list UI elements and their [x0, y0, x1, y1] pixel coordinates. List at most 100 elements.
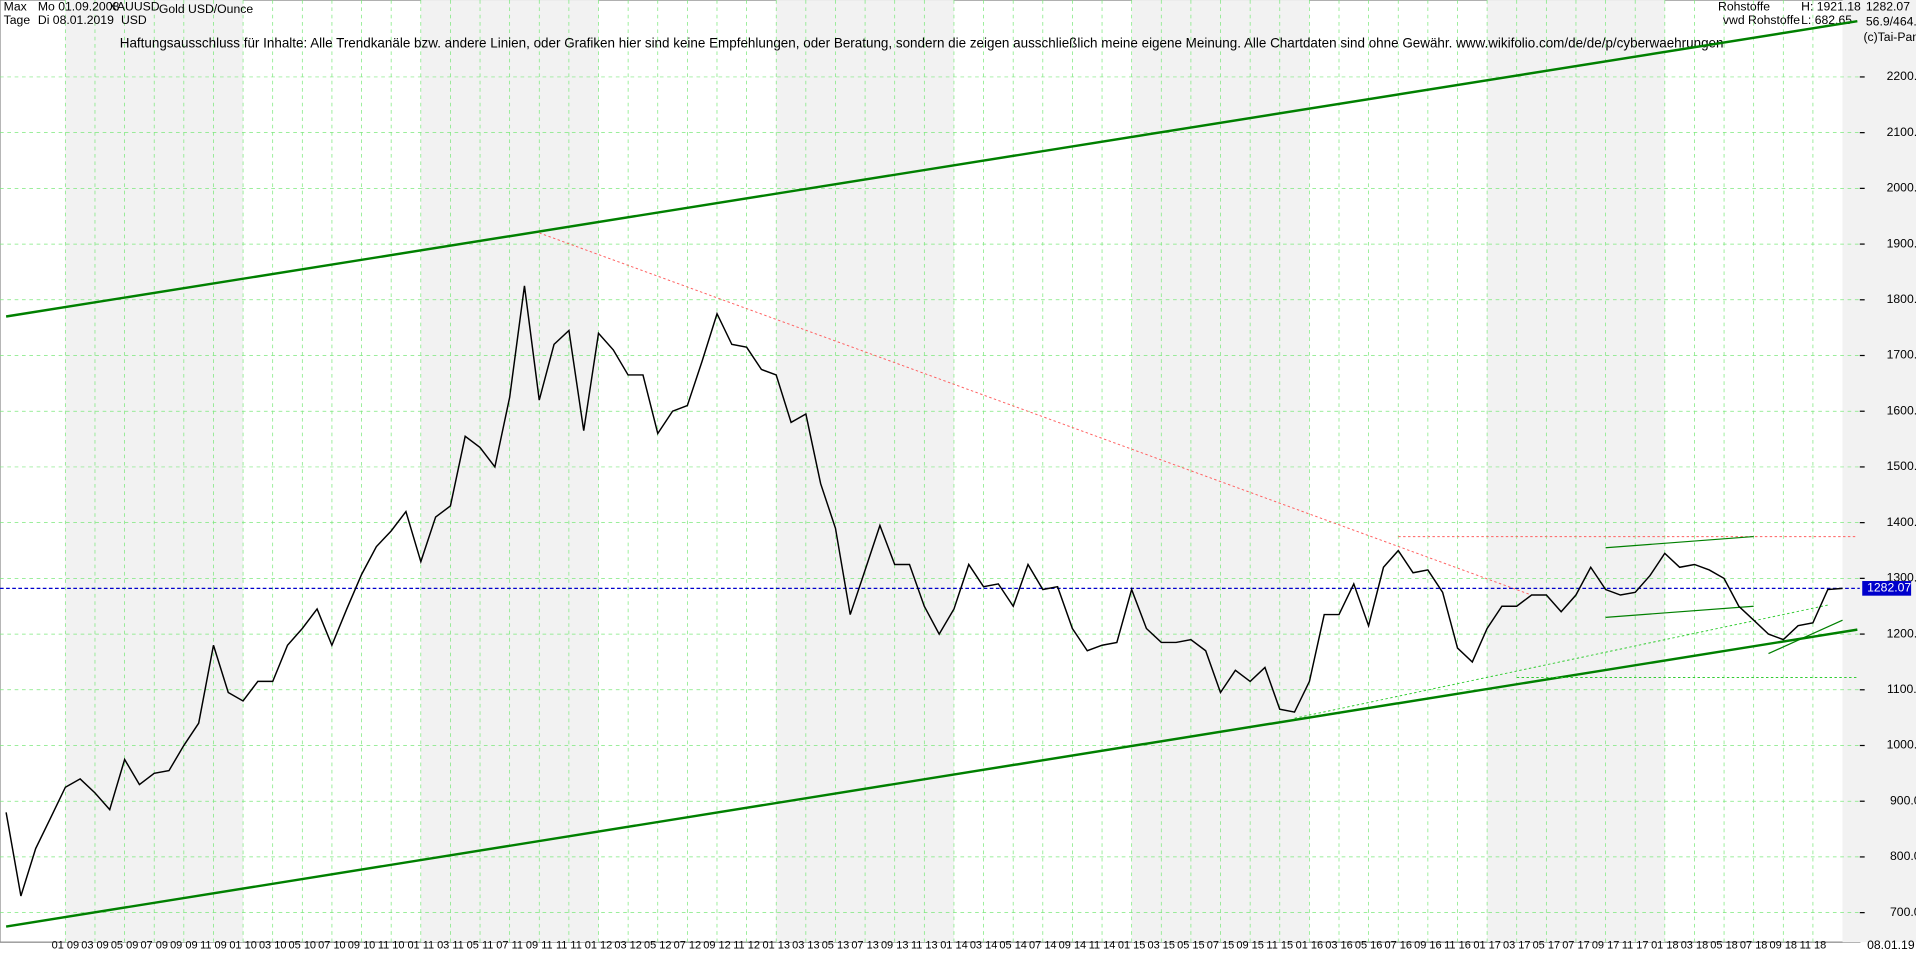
x-tick-label: 05 09: [111, 940, 139, 952]
trend-line: [1605, 535, 1754, 549]
x-tick-label: 09 13: [881, 940, 909, 952]
x-tick-label: 05 18: [1710, 940, 1738, 952]
x-tick-label: 01 09: [52, 940, 80, 952]
x-tick-label: 05 17: [1533, 940, 1561, 952]
y-tick-label: 2100.00: [1887, 125, 1916, 139]
last-price-label: 1282.07: [1867, 581, 1911, 595]
x-tick-label: 07 15: [1207, 940, 1235, 952]
x-tick-label: 11 14: [1089, 940, 1116, 952]
x-tick-label: 03 14: [970, 940, 998, 952]
y-tick-label: 800.00: [1890, 849, 1916, 863]
x-tick-label: 07 18: [1740, 940, 1768, 952]
x-tick-label: 05 13: [822, 940, 850, 952]
instrument: Gold USD/Ounce: [159, 2, 253, 16]
x-tick-label: 07 16: [1384, 940, 1412, 952]
x-tick-label: 07 14: [1029, 940, 1057, 952]
high: H: 1921.18: [1801, 0, 1861, 14]
x-tick-label: 03 16: [1325, 940, 1353, 952]
x-tick-label: 09 11: [526, 940, 553, 952]
trend-line: [1605, 605, 1754, 618]
chart-title: Haftungsausschluss für Inhalte: Alle Tre…: [120, 36, 1724, 51]
period[interactable]: Tage: [4, 13, 31, 27]
x-tick-label: 01 18: [1651, 940, 1679, 952]
x-tick-label: 03 10: [259, 940, 287, 952]
source: vwd Rohstoffe: [1723, 13, 1800, 27]
x-tick-label: 11 12: [733, 940, 760, 952]
x-tick-label: 03 11: [437, 940, 464, 952]
y-tick-label: 1600.00: [1887, 403, 1916, 417]
x-tick-label: 09 15: [1236, 940, 1263, 952]
start-date: Mo 01.09.2008: [38, 0, 120, 14]
x-tick-label: 03 18: [1681, 940, 1709, 952]
x-tick-label: 11 10: [378, 940, 405, 952]
y-tick-label: 2000.00: [1887, 181, 1916, 195]
symbol: XAUUSD: [109, 0, 160, 14]
x-tick-label: 09 12: [703, 940, 731, 952]
y-tick-label: 2200.00: [1887, 69, 1916, 83]
x-tick-label: 01 11: [407, 940, 434, 952]
x-tick-label: 07 11: [496, 940, 523, 952]
x-tick-label: 09 18: [1770, 940, 1798, 952]
copyright: (c)Tai-Pan: [1863, 30, 1916, 44]
range[interactable]: Max: [4, 0, 27, 14]
source: Rohstoffe: [1718, 0, 1770, 14]
price-line: [5, 285, 1843, 897]
x-tick-label: 09 16: [1414, 940, 1442, 952]
y-tick-label: 900.00: [1890, 793, 1916, 807]
end-date-label: 08.01.19: [1867, 938, 1915, 952]
x-tick-label: 11 18: [1800, 940, 1827, 952]
y-tick-label: 1700.00: [1887, 348, 1916, 362]
x-tick-label: 01 13: [762, 940, 790, 952]
y-tick-label: 1100.00: [1887, 682, 1916, 696]
y-tick-label: 1500.00: [1887, 459, 1916, 473]
x-tick-label: 07 17: [1562, 940, 1590, 952]
x-tick-label: 09 14: [1059, 940, 1087, 952]
x-tick-label: 11 16: [1444, 940, 1471, 952]
last-price: 1282.07: [1866, 0, 1910, 14]
x-tick-label: 05 12: [644, 940, 672, 952]
x-tick-label: 07 13: [851, 940, 879, 952]
x-tick-label: 01 10: [229, 940, 257, 952]
x-tick-label: 11 15: [1266, 940, 1293, 952]
x-tick-label: 11 09: [200, 940, 227, 952]
y-tick-label: 1200.00: [1887, 626, 1916, 640]
x-tick-label: 07 12: [674, 940, 702, 952]
ratio: 56.9/464.7: [1866, 14, 1916, 28]
x-tick-label: 09 09: [170, 940, 198, 952]
band: [1842, 0, 1916, 943]
x-tick-label: 03 17: [1503, 940, 1531, 952]
trend-line: [1768, 619, 1843, 655]
x-tick-label: 07 09: [140, 940, 168, 952]
y-tick-label: 1000.00: [1887, 738, 1916, 752]
x-tick-label: 03 13: [792, 940, 820, 952]
y-tick-label: 1400.00: [1887, 515, 1916, 529]
end-date: Di 08.01.2019: [38, 13, 114, 27]
currency: USD: [121, 13, 147, 27]
x-tick-label: 09 17: [1592, 940, 1620, 952]
trend-line: [5, 20, 1858, 318]
x-tick-label: 09 10: [348, 940, 376, 952]
x-tick-label: 11 17: [1622, 940, 1649, 952]
x-tick-label: 05 16: [1355, 940, 1383, 952]
x-tick-label: 05 15: [1177, 940, 1205, 952]
x-tick-label: 05 11: [467, 940, 494, 952]
x-tick-label: 11 11: [556, 940, 582, 952]
last-price-box: [1862, 581, 1912, 596]
x-tick-label: 11 13: [911, 940, 938, 952]
trend-line: [539, 232, 1532, 596]
x-tick-label: 01 12: [585, 940, 613, 952]
x-tick-label: 01 17: [1473, 940, 1501, 952]
x-tick-label: 03 09: [81, 940, 109, 952]
trend-line: [5, 628, 1858, 928]
x-tick-label: 01 16: [1296, 940, 1324, 952]
y-tick-label: 700.00: [1890, 905, 1916, 919]
x-tick-label: 05 14: [999, 940, 1027, 952]
x-tick-label: 03 12: [614, 940, 642, 952]
x-tick-label: 07 10: [318, 940, 346, 952]
x-tick-label: 03 15: [1148, 940, 1176, 952]
x-tick-label: 01 15: [1118, 940, 1146, 952]
x-tick-label: 01 14: [940, 940, 968, 952]
y-tick-label: 1900.00: [1887, 236, 1916, 250]
x-tick-label: 05 10: [289, 940, 317, 952]
